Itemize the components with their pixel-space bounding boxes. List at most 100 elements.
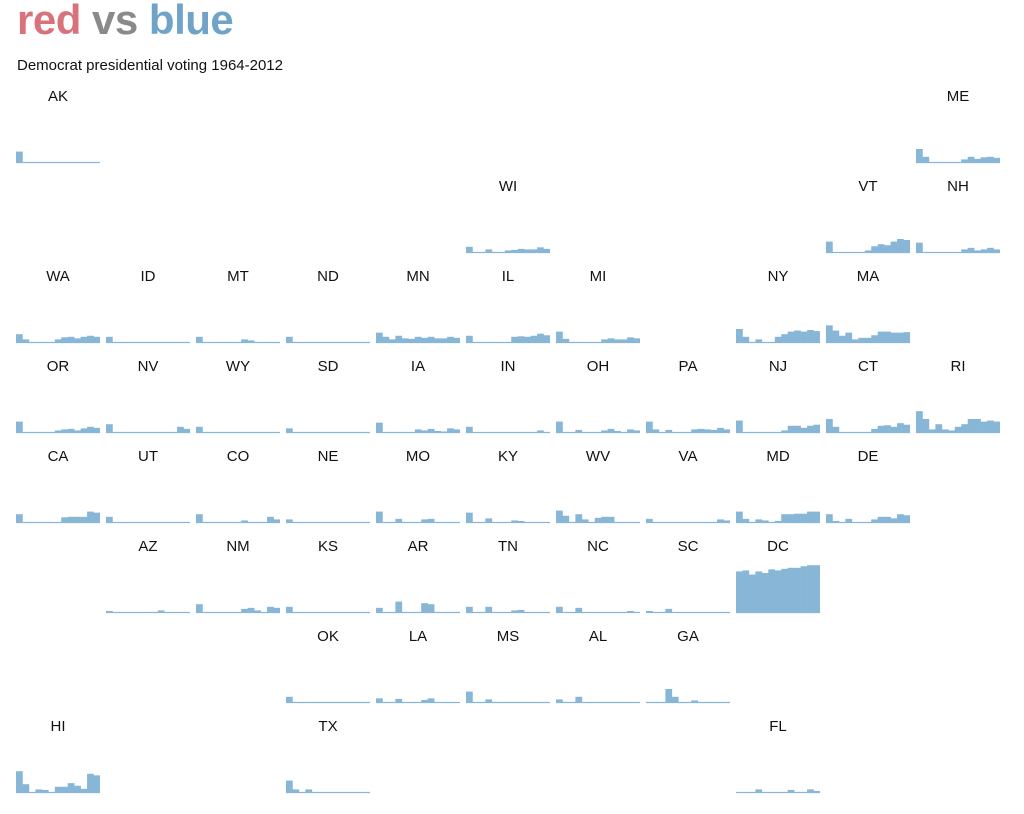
vote-bar-2000 <box>74 338 81 342</box>
state-label: VA <box>678 448 698 465</box>
vote-bar-1968 <box>832 426 840 432</box>
vote-bar-1964 <box>466 246 473 252</box>
state-sparkline <box>736 420 820 434</box>
vote-bar-1996 <box>67 783 75 792</box>
vote-bar-1996 <box>877 516 885 522</box>
state-sparkline <box>646 421 730 434</box>
vote-bar-1968 <box>742 570 750 612</box>
state-label: WY <box>225 358 251 375</box>
vote-bar-1980 <box>851 339 859 342</box>
state-label: OK <box>317 628 339 645</box>
vote-bar-2004 <box>530 249 538 252</box>
state-label: MD <box>766 448 790 465</box>
vote-bar-1976 <box>845 332 853 342</box>
vote-bar-1976 <box>485 249 493 252</box>
state-label: PA <box>678 358 698 375</box>
vote-bar-2012 <box>273 519 280 522</box>
state-sparkline <box>826 239 910 254</box>
vote-bar-1964 <box>646 518 653 522</box>
vote-bar-2000 <box>614 339 621 342</box>
vote-bar-2004 <box>800 331 808 342</box>
vote-bar-1964 <box>826 325 833 342</box>
state-tile-ga: GA <box>646 624 730 710</box>
vote-bar-2008 <box>897 332 904 342</box>
vote-bar-1992 <box>781 334 788 342</box>
state-label: SD <box>317 358 339 375</box>
state-label: MS <box>496 628 520 645</box>
vote-bar-2012 <box>543 248 550 252</box>
vote-bar-1964 <box>556 421 563 432</box>
vote-bar-1964 <box>106 610 113 612</box>
state-label: AK <box>47 88 68 105</box>
vote-bar-2012 <box>453 429 460 432</box>
state-tile-nv: NV <box>106 354 190 440</box>
state-tile-mt: MT <box>196 264 280 350</box>
state-tile-ia: IA <box>376 354 460 440</box>
state-label: AZ <box>138 538 158 555</box>
vote-bar-1964 <box>466 691 473 702</box>
vote-bar-2004 <box>530 335 538 342</box>
state-tile-sd: SD <box>286 354 370 440</box>
vote-bar-2008 <box>627 429 634 432</box>
vote-bar-2008 <box>87 773 94 792</box>
vote-bar-2012 <box>723 429 730 432</box>
state-label: OR <box>46 358 70 375</box>
vote-bar-1996 <box>247 340 255 342</box>
vote-bar-1992 <box>601 516 608 522</box>
vote-bar-2012 <box>903 332 910 342</box>
state-tile-ri: RI <box>916 354 1000 440</box>
state-sparkline <box>556 606 640 614</box>
state-tile-md: MD <box>736 444 820 530</box>
vote-bar-1972 <box>748 574 756 612</box>
vote-bar-1976 <box>575 514 583 522</box>
vote-bar-1992 <box>601 430 608 432</box>
vote-bar-2012 <box>903 424 910 432</box>
vote-bar-2000 <box>794 513 801 522</box>
vote-bar-2000 <box>884 245 891 252</box>
vote-bar-2008 <box>807 511 814 522</box>
vote-bar-2012 <box>183 428 190 432</box>
state-tile-ct: CT <box>826 354 910 440</box>
state-label: WV <box>585 448 611 465</box>
vote-bar-1992 <box>421 699 428 702</box>
vote-bar-1996 <box>67 336 75 342</box>
vote-bar-1996 <box>967 247 975 252</box>
vote-bar-1996 <box>877 331 885 342</box>
vote-bar-2004 <box>440 338 448 342</box>
vote-bar-1964 <box>196 514 203 522</box>
vote-bar-2012 <box>633 338 640 342</box>
state-sparkline <box>16 421 100 434</box>
state-sparkline <box>376 511 460 524</box>
vote-bar-1988 <box>54 339 62 342</box>
vote-bar-1976 <box>485 606 493 612</box>
vote-bar-2008 <box>897 423 904 432</box>
state-label: TX <box>318 718 338 735</box>
vote-bar-2008 <box>987 420 994 432</box>
vote-bar-1964 <box>16 421 23 432</box>
vote-bar-1968 <box>742 518 750 522</box>
vote-bar-1996 <box>427 428 435 432</box>
state-label: DE <box>857 448 879 465</box>
vote-bar-1964 <box>556 606 563 612</box>
vote-bar-2008 <box>807 789 814 792</box>
vote-bar-2012 <box>993 157 1000 162</box>
state-sparkline <box>556 331 640 344</box>
vote-bar-1964 <box>556 331 563 342</box>
vote-bar-2008 <box>717 427 724 432</box>
state-label: IA <box>410 358 426 375</box>
vote-bar-1976 <box>395 698 403 702</box>
vote-bar-2004 <box>800 566 808 612</box>
state-label: RI <box>950 358 966 375</box>
vote-bar-1996 <box>787 567 795 612</box>
vote-bar-1968 <box>922 419 930 432</box>
state-tile-nj: NJ <box>736 354 820 440</box>
vote-bar-1964 <box>646 610 653 612</box>
state-sparkline <box>376 601 460 614</box>
state-label: MI <box>589 268 607 285</box>
state-sparkline <box>736 329 820 344</box>
vote-bar-2012 <box>813 331 820 342</box>
vote-bar-2004 <box>980 249 988 252</box>
state-tile-mi: MI <box>556 264 640 350</box>
state-sparkline <box>466 512 550 524</box>
